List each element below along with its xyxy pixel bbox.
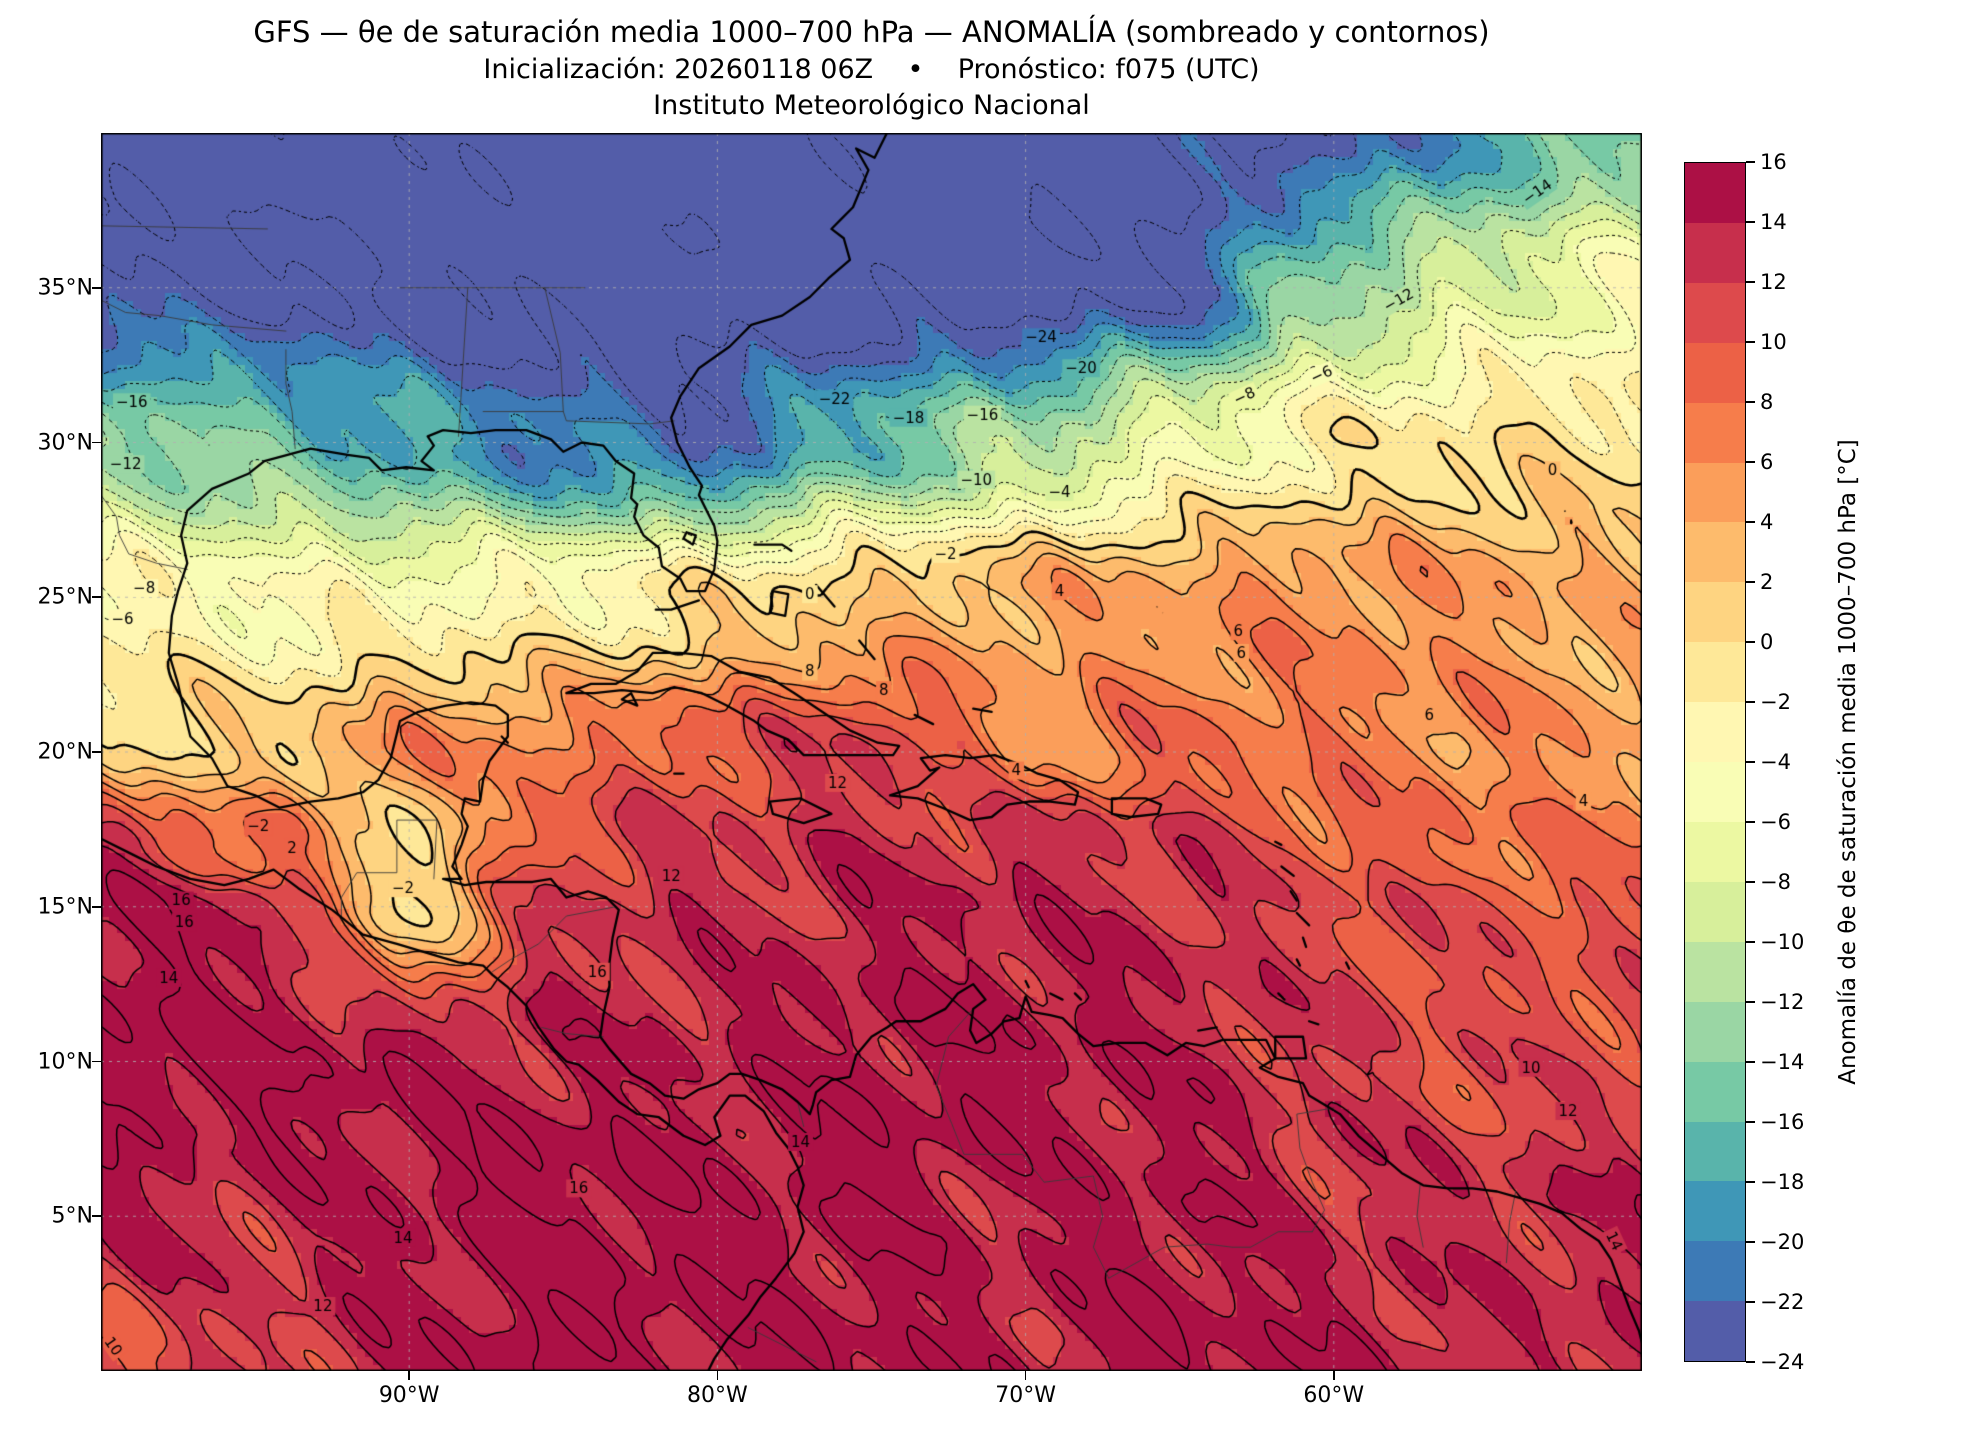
colorbar-swatch — [1685, 1241, 1745, 1302]
colorbar-tick-label: −8 — [1760, 870, 1791, 894]
colorbar-tick-label: −6 — [1760, 810, 1791, 834]
colorbar-tick-mark — [1746, 701, 1755, 703]
colorbar-swatch — [1685, 522, 1745, 583]
colorbar-swatch — [1685, 702, 1745, 763]
colorbar-tick-mark — [1746, 1361, 1755, 1363]
colorbar-tick-mark — [1746, 341, 1755, 343]
colorbar-tick-mark — [1746, 1001, 1755, 1003]
colorbar-swatch — [1685, 1001, 1745, 1062]
x-axis-tick-label: 70°W — [995, 1383, 1056, 1408]
colorbar-tick-mark — [1746, 1061, 1755, 1063]
colorbar-tick-label: 10 — [1760, 330, 1787, 354]
colorbar-tick-mark — [1746, 1301, 1755, 1303]
colorbar-tick-mark — [1746, 941, 1755, 943]
y-axis-tick-label: 20°N — [37, 739, 93, 765]
title-block: GFS — θe de saturación media 1000–700 hP… — [101, 12, 1642, 124]
colorbar-tick-label: 0 — [1760, 630, 1774, 654]
colorbar-tick-mark — [1746, 761, 1755, 763]
colorbar-tick-mark — [1746, 521, 1755, 523]
y-axis-tick-mark — [92, 286, 101, 289]
map-plot-area — [101, 133, 1642, 1371]
colorbar-tick-mark — [1746, 461, 1755, 463]
y-axis-tick-mark — [92, 441, 101, 444]
x-axis-tick-label: 60°W — [1303, 1383, 1365, 1408]
colorbar-tick-mark — [1746, 581, 1755, 583]
y-axis-tick-label: 5°N — [51, 1203, 93, 1229]
colorbar-swatch — [1685, 462, 1745, 523]
x-axis-tick-mark — [1024, 1371, 1027, 1380]
colorbar-tick-label: −10 — [1760, 930, 1805, 954]
colorbar-tick-label: 14 — [1760, 210, 1787, 234]
y-axis-tick-mark — [92, 596, 101, 599]
colorbar-swatch — [1685, 642, 1745, 703]
colorbar-swatch — [1685, 821, 1745, 882]
x-axis-tick-mark — [408, 1371, 410, 1380]
x-axis-tick-mark — [1333, 1371, 1335, 1380]
y-axis-tick-label: 30°N — [37, 430, 93, 455]
colorbar-tick-label: −22 — [1760, 1290, 1805, 1314]
anomaly-map-canvas — [101, 133, 1642, 1371]
colorbar-tick-label: 4 — [1760, 510, 1774, 534]
colorbar-swatch — [1685, 1061, 1745, 1122]
colorbar-swatch — [1685, 222, 1745, 283]
colorbar-swatch — [1685, 1181, 1745, 1242]
colorbar-tick-label: 12 — [1760, 270, 1787, 294]
y-axis-tick-mark — [92, 751, 101, 753]
colorbar-tick-label: −14 — [1760, 1050, 1805, 1074]
y-axis-tick-mark — [92, 1215, 101, 1218]
y-axis-tick-mark — [92, 905, 101, 908]
colorbar-swatch — [1685, 762, 1745, 822]
colorbar-tick-label: 2 — [1760, 570, 1774, 594]
y-axis-tick-label: 25°N — [37, 584, 93, 610]
colorbar-tick-mark — [1746, 161, 1755, 163]
colorbar-tick-label: −2 — [1760, 690, 1791, 714]
colorbar-swatch — [1685, 163, 1745, 223]
colorbar-swatch — [1685, 1121, 1745, 1182]
x-axis-tick-label: 90°W — [378, 1383, 440, 1408]
colorbar-tick-label: 16 — [1760, 150, 1787, 174]
colorbar-label: Anomalía de θe de saturación media 1000–… — [1835, 439, 1861, 1085]
colorbar-tick-mark — [1746, 1181, 1755, 1183]
colorbar-tick-mark — [1746, 221, 1755, 223]
colorbar-tick-label: −18 — [1760, 1170, 1805, 1194]
colorbar-tick-mark — [1746, 281, 1755, 283]
colorbar-tick-mark — [1746, 401, 1755, 403]
colorbar-swatch — [1685, 582, 1745, 643]
y-axis-tick-label: 10°N — [37, 1049, 93, 1074]
x-axis-tick-label: 80°W — [687, 1383, 748, 1408]
colorbar-tick-label: 8 — [1760, 390, 1774, 414]
colorbar-swatch — [1685, 881, 1745, 942]
y-axis-tick-mark — [92, 1060, 101, 1063]
colorbar — [1684, 162, 1746, 1362]
colorbar-tick-mark — [1746, 821, 1755, 823]
colorbar-tick-label: −20 — [1760, 1230, 1805, 1254]
colorbar-swatch — [1685, 342, 1745, 403]
y-axis-tick-label: 35°N — [37, 275, 93, 301]
x-axis-tick-mark — [716, 1371, 719, 1380]
colorbar-tick-mark — [1746, 1121, 1755, 1123]
colorbar-tick-mark — [1746, 1241, 1755, 1243]
colorbar-swatch — [1685, 1301, 1745, 1362]
chart-subtitle: Inicialización: 20260118 06Z • Pronóstic… — [483, 54, 1260, 85]
colorbar-swatch — [1685, 402, 1745, 463]
colorbar-tick-label: 6 — [1760, 450, 1774, 474]
colorbar-tick-mark — [1746, 881, 1755, 883]
colorbar-tick-label: −4 — [1760, 750, 1791, 774]
chart-institution: Instituto Meteorológico Nacional — [653, 90, 1090, 121]
chart-title: GFS — θe de saturación media 1000–700 hP… — [253, 15, 1490, 49]
colorbar-tick-mark — [1746, 641, 1755, 643]
y-axis-tick-label: 15°N — [37, 894, 93, 920]
colorbar-tick-label: −16 — [1760, 1110, 1805, 1134]
colorbar-swatch — [1685, 941, 1745, 1002]
colorbar-swatch — [1685, 282, 1745, 343]
colorbar-tick-label: −12 — [1760, 990, 1805, 1014]
colorbar-tick-label: −24 — [1760, 1350, 1805, 1374]
